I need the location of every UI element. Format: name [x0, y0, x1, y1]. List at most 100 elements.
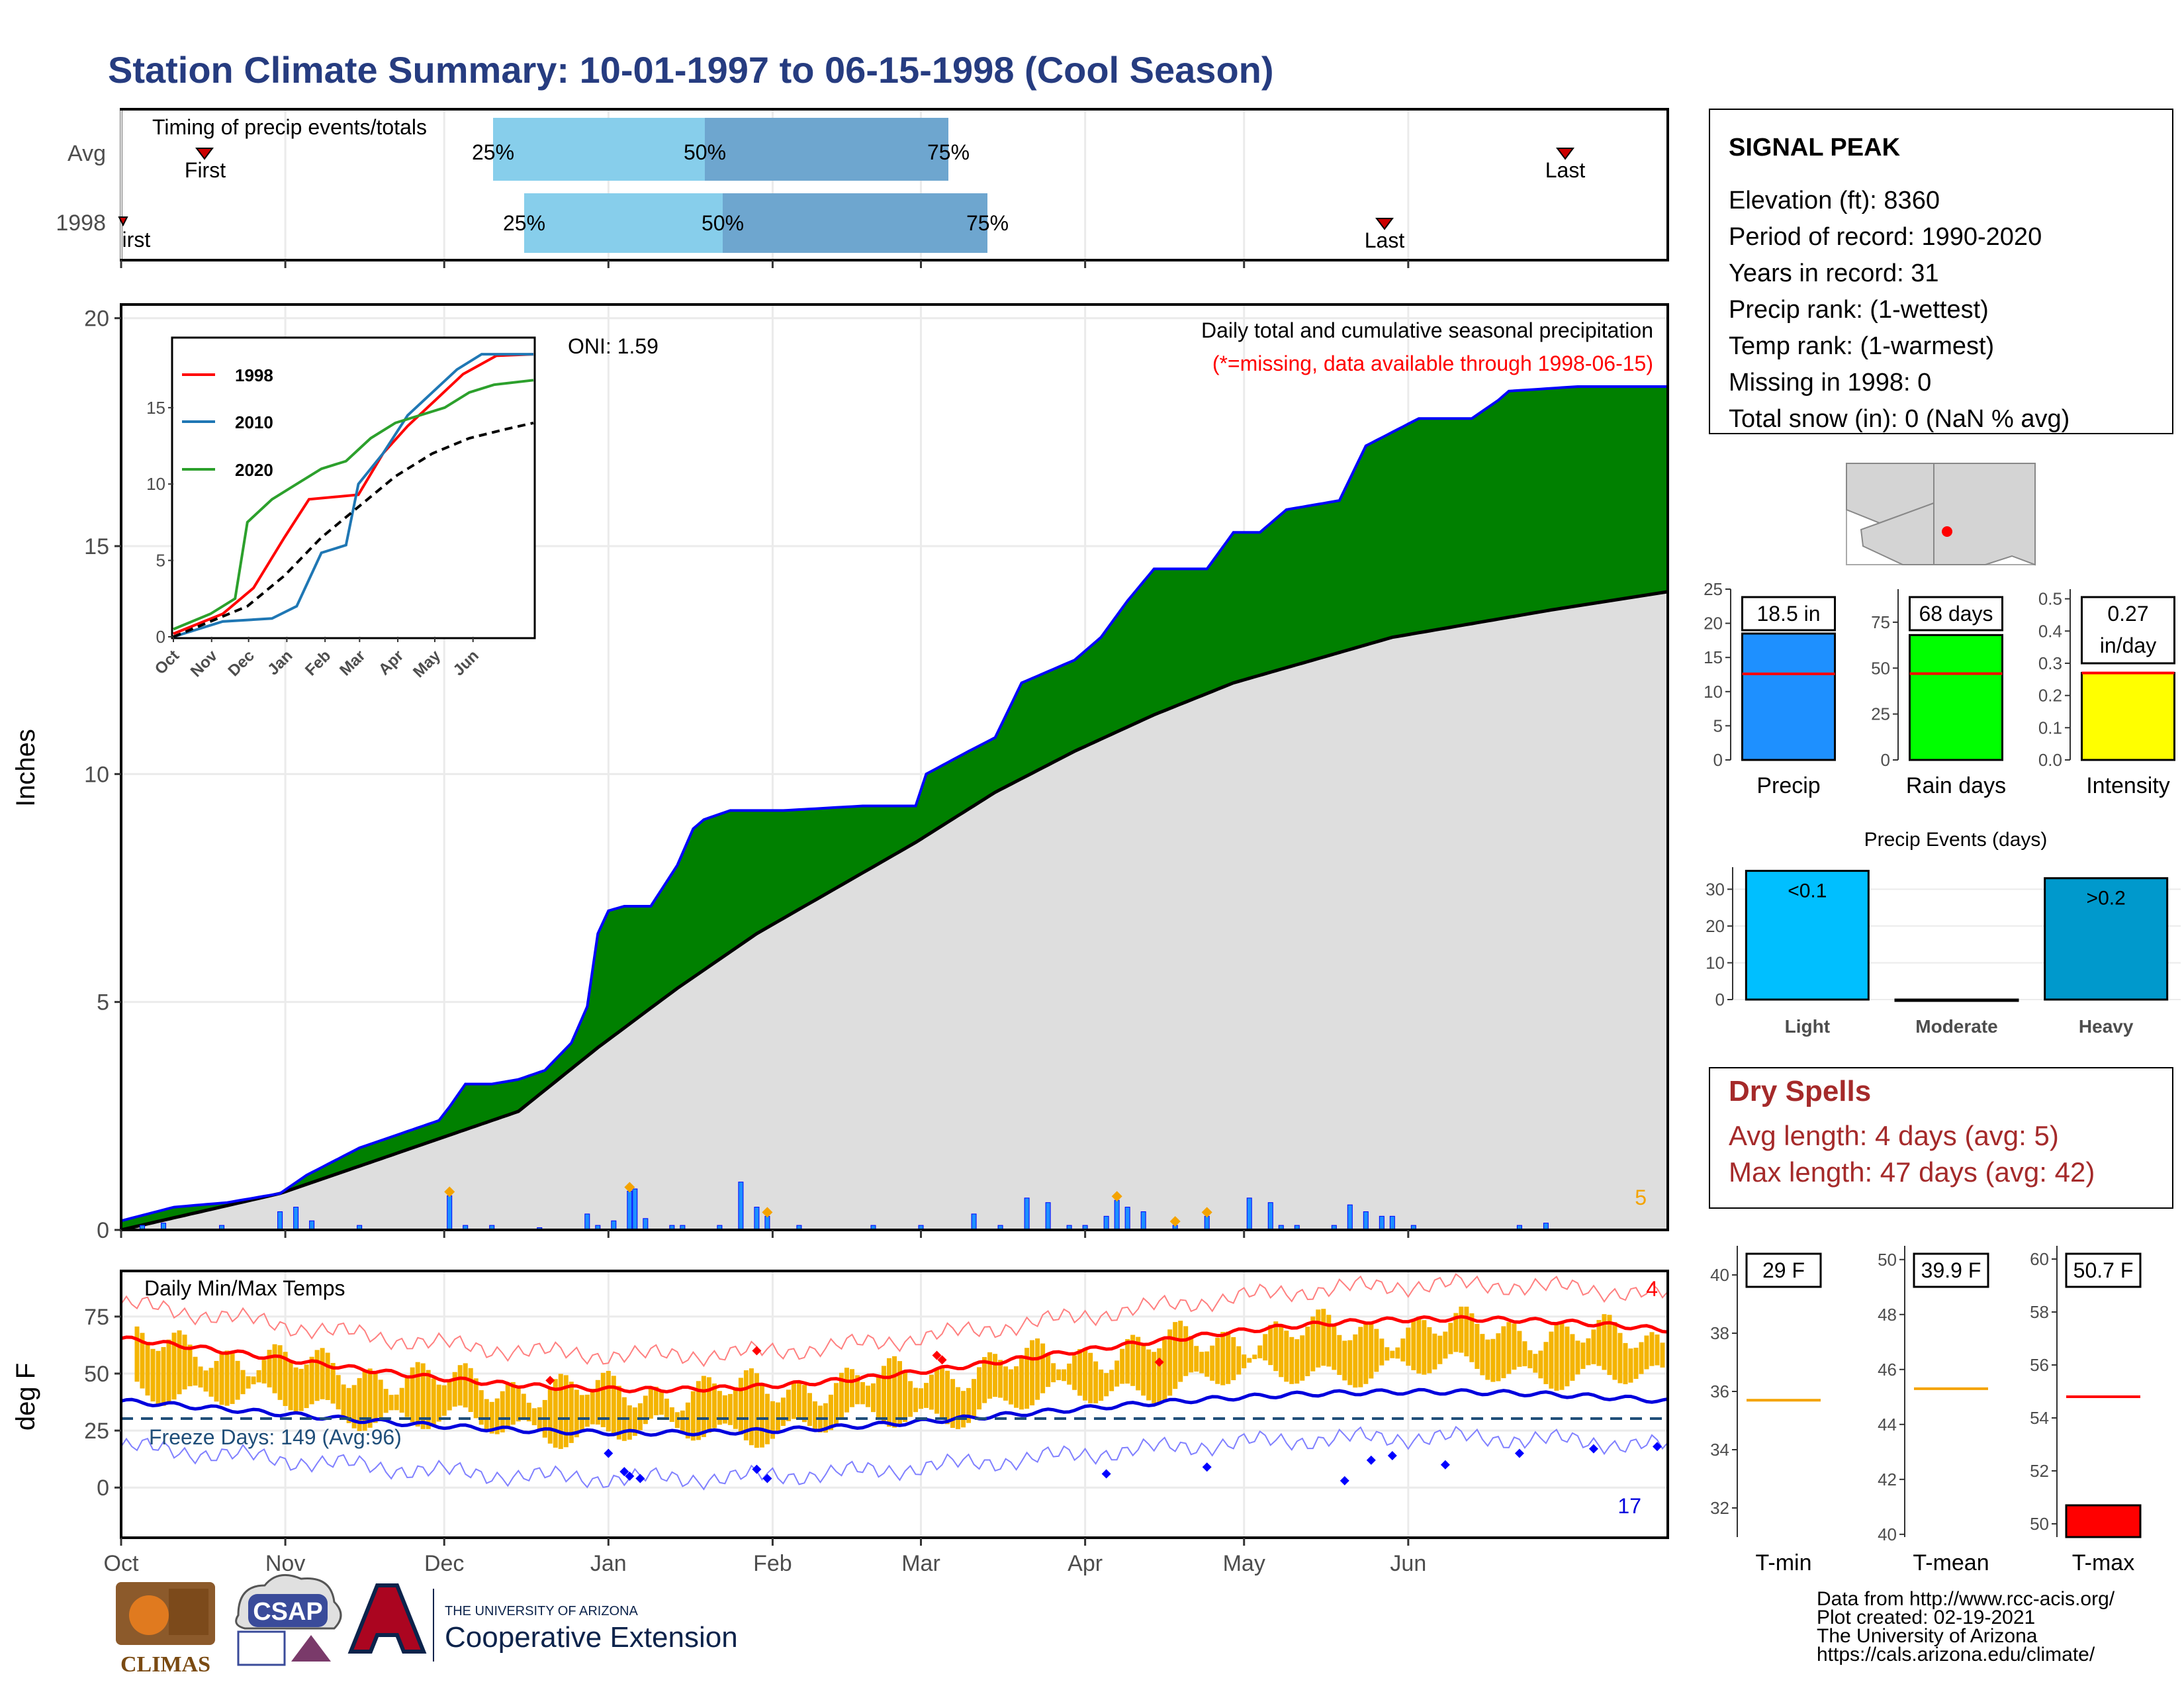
temp-bar	[574, 1389, 579, 1438]
temp-bar	[1051, 1363, 1056, 1383]
temp-bar	[1220, 1332, 1226, 1385]
temp-bar	[1443, 1331, 1448, 1359]
temp-bar	[452, 1372, 457, 1407]
tick-label: 32	[1710, 1498, 1729, 1518]
value-label: 18.5 in	[1756, 602, 1820, 626]
temp-bar	[897, 1361, 903, 1426]
temp-bar	[1115, 1360, 1120, 1387]
timing-avg-p75: 75%	[927, 140, 970, 164]
precip-events-chart: Precip Events (days) 0 10 20 30 <0.1 Light Mode…	[1706, 829, 2181, 1037]
temp-bar	[791, 1383, 796, 1419]
temp-bar	[1077, 1349, 1083, 1396]
temp-bar	[288, 1360, 293, 1411]
temp-bar	[500, 1391, 505, 1432]
temp-bar	[1586, 1338, 1591, 1366]
temp-bar	[1035, 1338, 1040, 1400]
temp-bar	[600, 1372, 606, 1428]
timing-1998-p25: 25%	[503, 211, 545, 235]
precip-bar	[632, 1188, 638, 1231]
precip-bar	[1347, 1204, 1353, 1231]
temp-bar	[1379, 1338, 1385, 1366]
record-precip-marker	[1111, 1191, 1122, 1202]
temp-bar	[993, 1354, 998, 1397]
credits: Data from http://www.rcc-acis.org/ Plot …	[1817, 1588, 2115, 1665]
record-low-marker	[752, 1464, 762, 1474]
temp-bar	[1310, 1316, 1316, 1372]
record-low-marker	[1366, 1455, 1376, 1465]
month-x-axis: Oct Nov Dec Jan Feb Mar Apr May Jun	[104, 260, 1426, 1576]
temp-bar	[367, 1368, 373, 1428]
temp-bar	[415, 1362, 420, 1427]
temp-bar	[1072, 1355, 1077, 1390]
temp-bar	[1628, 1348, 1633, 1383]
value-bar	[2065, 1504, 2142, 1538]
temp-bar	[1024, 1348, 1030, 1409]
temp-bar	[1289, 1336, 1295, 1384]
temp-bar	[298, 1368, 304, 1411]
page-title: Station Climate Summary: 10-01-1997 to 0…	[108, 49, 1274, 91]
timing-avg-upper	[705, 118, 948, 181]
temp-bar	[330, 1362, 336, 1404]
tick-label: 20	[1704, 614, 1723, 633]
record-low-marker	[1101, 1469, 1111, 1479]
value-label: 29 F	[1762, 1258, 1805, 1282]
tick-label: 0.1	[2038, 718, 2062, 737]
temp-bar	[1062, 1369, 1067, 1382]
temp-bar	[1295, 1339, 1300, 1384]
temp-bar	[240, 1370, 246, 1395]
precip-y-label: Inches	[11, 729, 40, 807]
temp-bar	[1332, 1325, 1337, 1370]
temp-bar	[1644, 1335, 1649, 1370]
mini-charts: 0 5 10 15 20 25 18.5 in Precip 0 25 50 75 68 days Rai…	[1704, 579, 2184, 1575]
dry-spells-max: Max length: 47 days (avg: 42)	[1729, 1156, 2095, 1188]
timing-avg-p25: 25%	[472, 140, 514, 164]
temp-bar	[754, 1373, 759, 1448]
temp-bar	[743, 1370, 749, 1440]
precip-bar	[1114, 1199, 1120, 1231]
temp-bar	[945, 1370, 950, 1425]
temp-bar	[801, 1385, 807, 1423]
temp-bar	[903, 1370, 908, 1423]
temp-bar	[1279, 1324, 1284, 1378]
temp-bar	[1014, 1366, 1019, 1408]
temp-bar	[304, 1364, 309, 1409]
temp-bar	[1559, 1322, 1565, 1390]
value-box	[1745, 1252, 1822, 1288]
temp-bar	[1226, 1331, 1231, 1384]
temp-bar	[1194, 1346, 1199, 1372]
timing-avg-p50: 50%	[684, 140, 726, 164]
temp-bar	[320, 1348, 325, 1399]
temp-bar	[653, 1386, 659, 1416]
temp-bar	[632, 1407, 637, 1436]
temp-bar	[187, 1344, 193, 1387]
temp-bar	[1030, 1340, 1035, 1406]
record-high-count: 4	[1646, 1277, 1658, 1301]
info-line: Years in record: 31	[1729, 259, 1939, 287]
temp-bar	[351, 1385, 357, 1429]
temp-bar	[1522, 1341, 1527, 1366]
inset-y-tick: 10	[146, 474, 165, 494]
temp-bar	[860, 1382, 865, 1405]
temp-bar	[961, 1391, 966, 1428]
tmean-mini-chart: 40 42 44 46 48 50 39.9 F T-mean	[1878, 1246, 1997, 1575]
temp-bar	[1596, 1320, 1602, 1366]
temp-bar	[489, 1401, 494, 1434]
tick-label: 10	[1704, 682, 1723, 702]
temp-bar	[913, 1387, 919, 1413]
temp-bar	[595, 1380, 600, 1425]
precip-bar	[1140, 1211, 1146, 1231]
temp-bar	[1109, 1370, 1115, 1391]
record-low-marker	[604, 1448, 614, 1458]
x-tick-label: Nov	[265, 1551, 305, 1576]
temp-bar	[1088, 1352, 1093, 1403]
temp-bar	[399, 1387, 404, 1413]
temp-bar	[134, 1326, 140, 1382]
record-precip-marker	[1169, 1216, 1181, 1227]
temp-bar	[627, 1405, 632, 1440]
temp-bar	[643, 1395, 648, 1425]
temp-bar	[1215, 1337, 1220, 1384]
temp-bar	[224, 1350, 230, 1406]
record-high-marker	[937, 1355, 947, 1365]
temp-bar	[171, 1333, 177, 1400]
